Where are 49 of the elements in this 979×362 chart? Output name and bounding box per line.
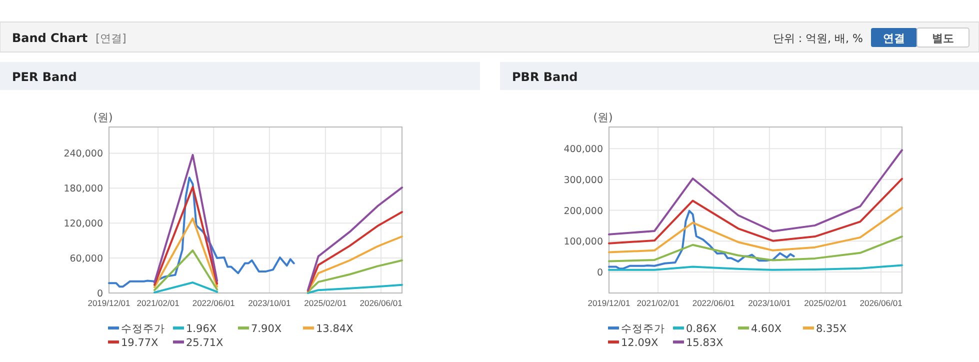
legend-label: 수정주가 [621, 323, 665, 335]
legend-label: 8.35X [816, 323, 847, 335]
y-tick-label: 200,000 [564, 206, 603, 217]
y-tick-label: 240,000 [64, 148, 103, 160]
text: 연결 [883, 32, 905, 45]
legend-label: 1.96X [186, 323, 217, 335]
y-tick-label: 180,000 [64, 184, 103, 195]
line-series [608, 236, 903, 262]
text: [연결] [96, 32, 126, 45]
x-tick-label: 2023/10/01 [248, 298, 291, 308]
y-tick-label: 0 [96, 288, 103, 300]
legend-label: 12.09X [621, 337, 658, 349]
legend-label: 수정주가 [121, 323, 165, 335]
chart-title: PBR Band [512, 70, 578, 84]
y-axis-title: (원) [593, 111, 613, 124]
line-series [608, 178, 903, 244]
legend-label: 4.60X [751, 323, 782, 335]
text: 별도 [932, 32, 954, 45]
legend-label: 0.86X [686, 323, 717, 335]
y-tick-label: 400,000 [564, 144, 603, 156]
legend-label: 19.77X [121, 337, 158, 349]
y-tick-label: 60,000 [70, 254, 103, 265]
line-series [608, 210, 795, 270]
legend-label: 25.71X [186, 337, 224, 349]
legend-label: 15.83X [686, 337, 724, 349]
y-tick-label: 300,000 [564, 174, 603, 186]
x-tick-label: 2022/06/01 [192, 298, 236, 308]
x-tick-label: 2019/12/01 [588, 298, 631, 308]
y-tick-label: 0 [596, 268, 603, 279]
y-axis-title: (원) [93, 111, 113, 124]
x-tick-label: 2026/06/01 [860, 298, 903, 308]
legend-label: 7.90X [251, 323, 282, 335]
x-tick-label: 2019/12/01 [88, 298, 131, 308]
chart-title: PER Band [12, 70, 77, 84]
x-tick-label: 2025/02/01 [304, 298, 347, 308]
x-tick-label: 2021/02/01 [636, 298, 680, 308]
text: Band Chart [12, 31, 88, 45]
y-tick-label: 120,000 [64, 218, 103, 230]
x-tick-label: 2023/10/01 [748, 298, 791, 308]
x-tick-label: 2022/06/01 [692, 298, 736, 308]
line-series [108, 176, 295, 288]
x-tick-label: 2021/02/01 [136, 298, 180, 308]
legend-label: 13.84X [316, 323, 354, 335]
x-tick-label: 2026/06/01 [360, 298, 403, 308]
y-tick-label: 100,000 [564, 236, 603, 248]
line-series [608, 149, 903, 236]
text: 단위 : 억원, 배, % [772, 32, 863, 45]
line-series [608, 206, 903, 254]
x-tick-label: 2025/02/01 [804, 298, 847, 308]
